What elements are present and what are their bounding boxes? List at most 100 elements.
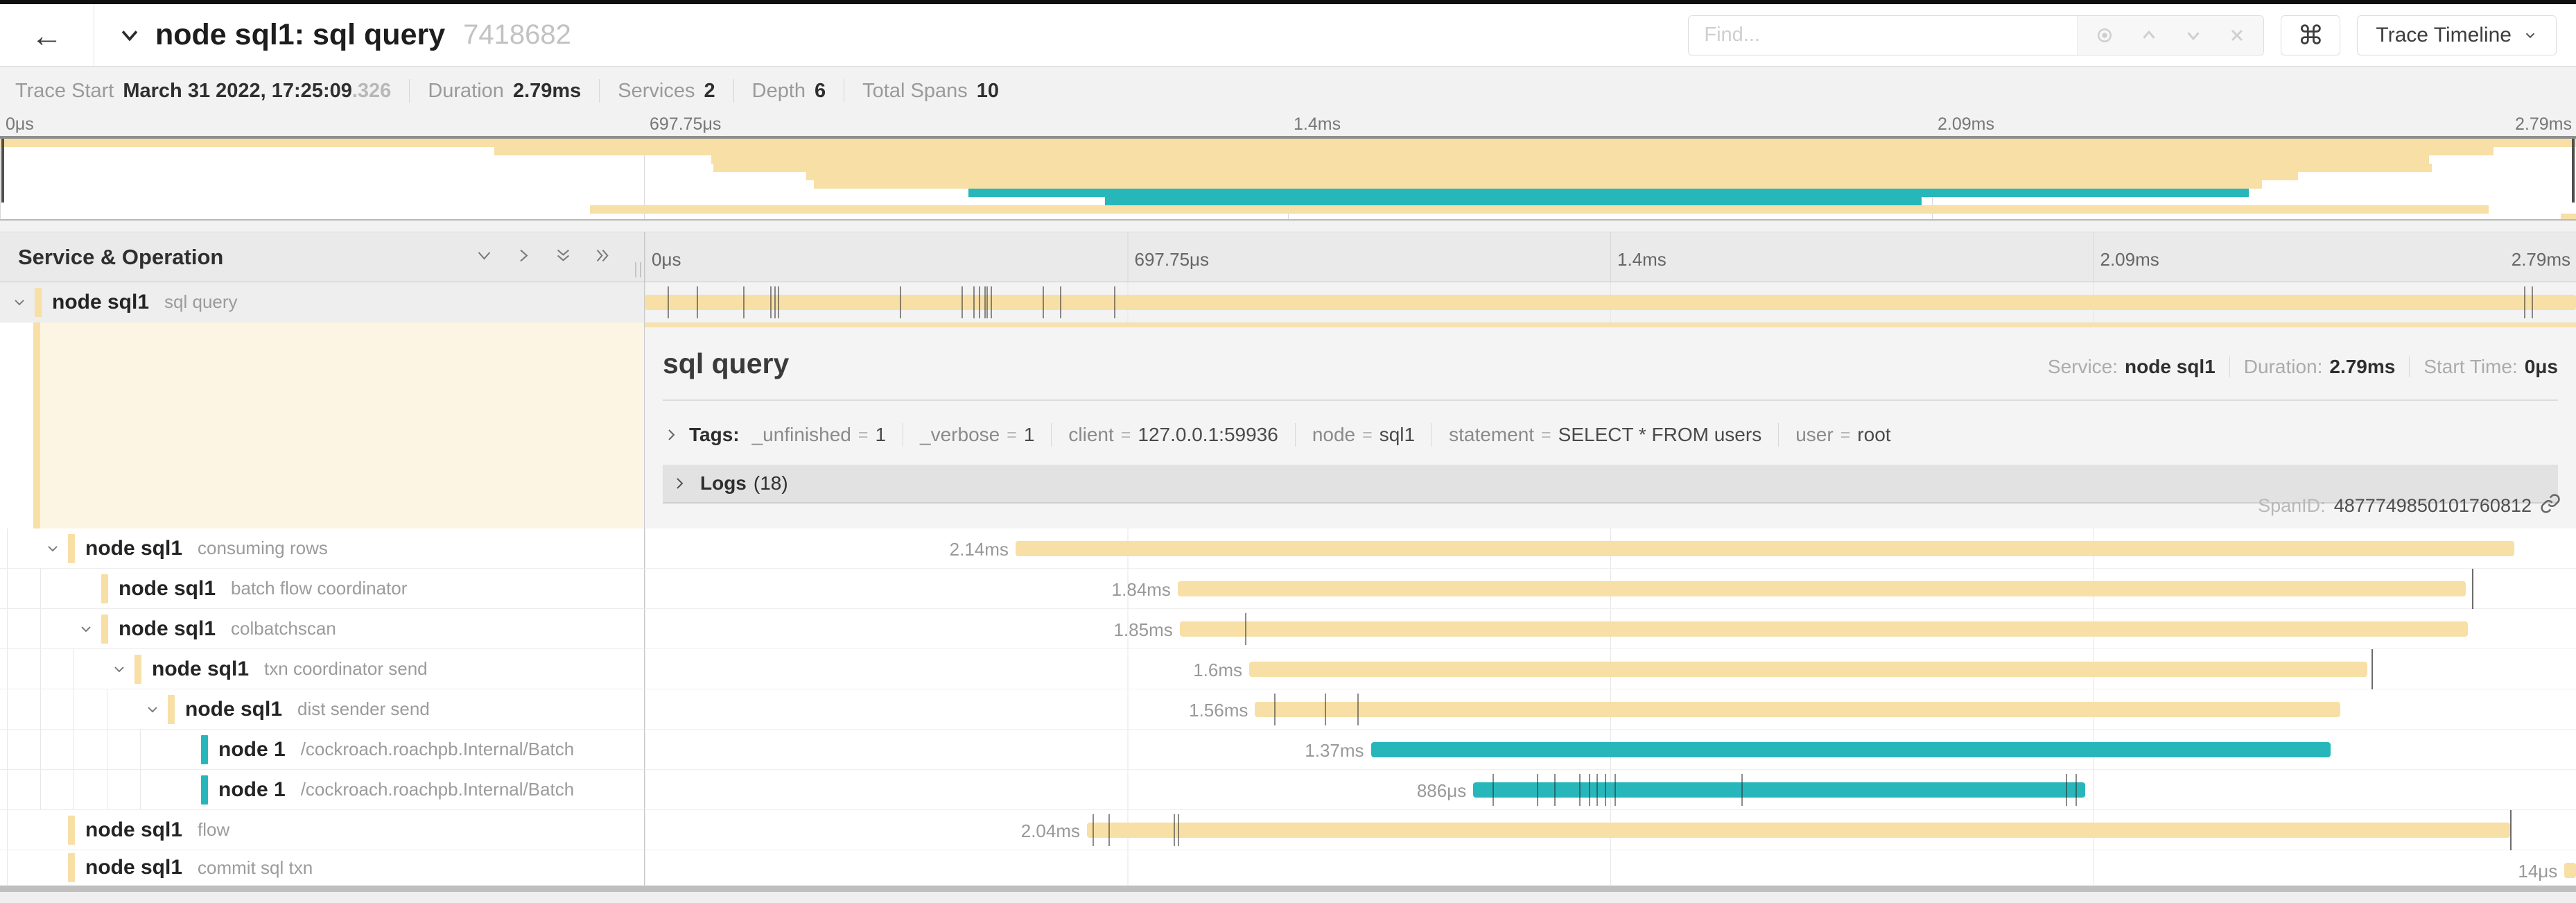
logs-count: (18) — [753, 472, 788, 494]
span-timeline-cell[interactable]: 1.85ms — [645, 609, 2576, 649]
tree-indent-guides — [7, 850, 40, 885]
find-box — [1688, 15, 2265, 55]
find-prev-icon[interactable] — [2139, 25, 2159, 46]
expand-chevron-icon[interactable] — [144, 701, 168, 718]
span-name-cell[interactable]: node sql1 sql query — [0, 282, 645, 322]
span-name-cell[interactable]: node sql1 commit sql txn — [0, 850, 645, 886]
span-bar[interactable] — [1255, 702, 2341, 717]
span-name-cell[interactable]: node sql1 txn coordinator send — [0, 649, 645, 689]
service-name: node 1 — [218, 737, 286, 761]
span-bar[interactable] — [645, 295, 2576, 310]
span-detail-title: sql query — [663, 347, 790, 379]
back-button[interactable]: ← — [0, 4, 94, 66]
tree-indent-guides — [7, 609, 73, 648]
service-name: node sql1 — [85, 856, 183, 879]
collapse-trace-header-icon[interactable] — [118, 24, 141, 47]
span-name-cell[interactable]: node 1 /cockroach.roachpb.Internal/Batch — [0, 730, 645, 770]
timeline-header-ruler[interactable]: 0μs 697.75μs 1.4ms 2.09ms 2.79ms — [645, 232, 2576, 282]
expand-chevron-icon[interactable] — [111, 661, 134, 678]
span-timeline-cell[interactable]: 1.37ms — [645, 730, 2576, 770]
span-timeline-cell[interactable]: 886μs — [645, 770, 2576, 810]
tag-value: 1 — [1023, 424, 1035, 445]
span-bar[interactable] — [1249, 662, 2368, 677]
deep-link-icon[interactable] — [2540, 493, 2561, 519]
panel-resize-handle[interactable] — [635, 262, 641, 277]
duration-label: 14μs — [2518, 861, 2558, 882]
trace-view-selector[interactable]: Trace Timeline — [2357, 15, 2557, 55]
tree-indent-guides — [7, 569, 73, 608]
span-bar[interactable] — [2564, 863, 2576, 878]
tick-label: 2.09ms — [1938, 114, 1994, 134]
chevron-right-icon — [677, 478, 684, 489]
tag-value: 1 — [875, 424, 887, 445]
span-row: node sql1 flow 2.04ms — [0, 810, 2576, 850]
minimap-span — [0, 172, 2576, 180]
span-bar[interactable] — [1177, 581, 2466, 596]
service-name: node sql1 — [119, 617, 216, 640]
services-label: Services — [618, 79, 695, 102]
span-timeline-cell[interactable] — [645, 282, 2576, 322]
span-bar[interactable] — [1015, 541, 2514, 556]
span-row: node sql1 commit sql txn 14μs — [0, 850, 2576, 886]
tree-indent-guides — [7, 770, 173, 809]
span-name-cell[interactable]: node sql1 colbatchscan — [0, 609, 645, 649]
find-input[interactable] — [1689, 15, 2078, 55]
tag-pill: statement = SELECT * FROM users — [1449, 424, 1761, 446]
span-bar[interactable] — [1179, 621, 2468, 637]
operation-name: colbatchscan — [231, 618, 336, 639]
logs-accordion[interactable]: Logs (18) — [663, 465, 2558, 504]
tag-value: root — [1857, 424, 1891, 445]
minimap-left-scrub-handle[interactable] — [1, 139, 4, 203]
span-timeline-cell[interactable]: 1.56ms — [645, 689, 2576, 730]
header: ← node sql1: sql query 7418682 ⌘ Trace T… — [0, 4, 2576, 67]
span-name-cell[interactable]: node sql1 consuming rows — [0, 528, 645, 569]
timeline-minimap[interactable] — [0, 136, 2576, 221]
service-name: node 1 — [218, 777, 286, 801]
expand-all-icon[interactable] — [593, 246, 612, 268]
service-color-bar — [68, 853, 75, 882]
duration-label: 886μs — [1416, 780, 1467, 801]
divider — [1294, 423, 1296, 447]
trace-title-group: node sql1: sql query 7418682 — [118, 18, 571, 52]
operation-name: /cockroach.roachpb.Internal/Batch — [300, 779, 575, 800]
span-timeline-cell[interactable]: 2.14ms — [645, 528, 2576, 569]
span-timeline-cell[interactable]: 14μs — [645, 850, 2576, 886]
duration-label: 2.14ms — [949, 539, 1009, 560]
expand-one-icon[interactable] — [514, 246, 533, 268]
span-row: node sql1 batch flow coordinator 1.84ms — [0, 569, 2576, 609]
locate-icon[interactable] — [2094, 25, 2115, 46]
span-bar[interactable] — [1370, 742, 2331, 757]
tags-accordion[interactable]: Tags: _unfinished = 1 _verbose = 1 client = 12… — [663, 415, 2558, 455]
span-bar[interactable] — [1086, 823, 2511, 838]
expand-chevron-icon[interactable] — [44, 540, 68, 557]
span-timeline-cell[interactable]: 2.04ms — [645, 810, 2576, 850]
minimap-right-scrub-handle[interactable] — [2572, 139, 2575, 203]
logs-label: Logs — [700, 472, 747, 494]
duration-label: 1.37ms — [1305, 740, 1364, 761]
tick-label: 2.09ms — [2100, 249, 2159, 270]
divider — [733, 79, 734, 103]
find-clear-icon[interactable] — [2227, 26, 2247, 45]
keyboard-shortcuts-button[interactable]: ⌘ — [2281, 15, 2341, 55]
operation-name: batch flow coordinator — [231, 578, 408, 599]
span-row: node sql1 dist sender send 1.56ms — [0, 689, 2576, 730]
span-timeline-cell[interactable]: 1.84ms — [645, 569, 2576, 609]
find-next-icon[interactable] — [2183, 25, 2204, 46]
tag-pill: _verbose = 1 — [920, 424, 1034, 446]
total-spans-value: 10 — [976, 79, 999, 102]
service-value: node sql1 — [2125, 356, 2216, 377]
tag-key: statement — [1449, 424, 1535, 445]
span-name-cell[interactable]: node sql1 flow — [0, 810, 645, 850]
span-bar[interactable] — [1473, 782, 2086, 798]
expand-chevron-icon[interactable] — [78, 621, 101, 637]
collapse-all-icon[interactable] — [554, 246, 573, 268]
span-name-cell[interactable]: node 1 /cockroach.roachpb.Internal/Batch — [0, 770, 645, 810]
collapse-one-icon[interactable] — [475, 246, 494, 268]
span-id-label: SpanID: — [2258, 495, 2326, 516]
expand-chevron-icon[interactable] — [11, 294, 35, 311]
span-timeline-cell[interactable]: 1.6ms — [645, 649, 2576, 689]
span-name-cell[interactable]: node sql1 dist sender send — [0, 689, 645, 730]
tag-key: user — [1795, 424, 1834, 445]
span-name-cell[interactable]: node sql1 batch flow coordinator — [0, 569, 645, 609]
